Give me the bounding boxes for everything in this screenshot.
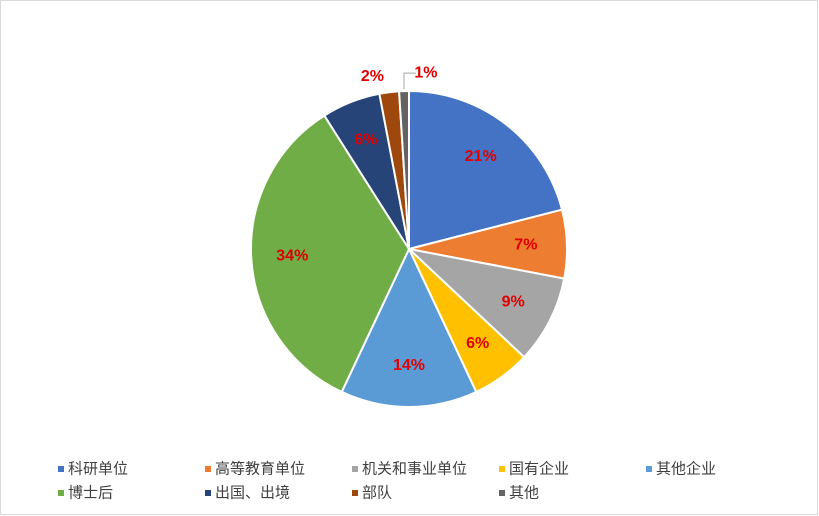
legend-swatch [352, 490, 358, 496]
pie-slice [408, 89, 564, 251]
legend-swatch [352, 466, 358, 472]
leader-line [403, 72, 416, 90]
value-label: 6% [466, 335, 489, 352]
value-label: 2% [361, 68, 384, 85]
value-label: 1% [414, 64, 437, 81]
legend-swatch [205, 466, 211, 472]
legend-swatch [58, 466, 64, 472]
legend-label: 国有企业 [509, 460, 569, 478]
legend-swatch [205, 490, 211, 496]
value-label: 14% [393, 357, 425, 374]
pie-slice [250, 114, 411, 394]
legend-label: 博士后 [68, 484, 113, 502]
value-label: 34% [276, 248, 308, 265]
pie-slice [398, 89, 410, 250]
value-label: 7% [514, 237, 537, 254]
legend-label: 部队 [362, 484, 392, 502]
legend-label: 其他企业 [656, 460, 716, 478]
legend-swatch [58, 490, 64, 496]
legend-label: 出国、出境 [215, 484, 290, 502]
legend-swatch [499, 490, 505, 496]
legend-swatch [499, 466, 505, 472]
legend-label: 其他 [509, 484, 539, 502]
legend-label: 机关和事业单位 [362, 460, 467, 478]
legend-label: 科研单位 [68, 460, 128, 478]
legend-label: 高等教育单位 [215, 460, 305, 478]
value-label: 6% [354, 132, 377, 149]
pie-slice [340, 246, 478, 408]
legend-swatch [646, 466, 652, 472]
value-label: 21% [465, 148, 497, 165]
value-label: 9% [502, 293, 525, 310]
pie-slice [405, 247, 566, 359]
